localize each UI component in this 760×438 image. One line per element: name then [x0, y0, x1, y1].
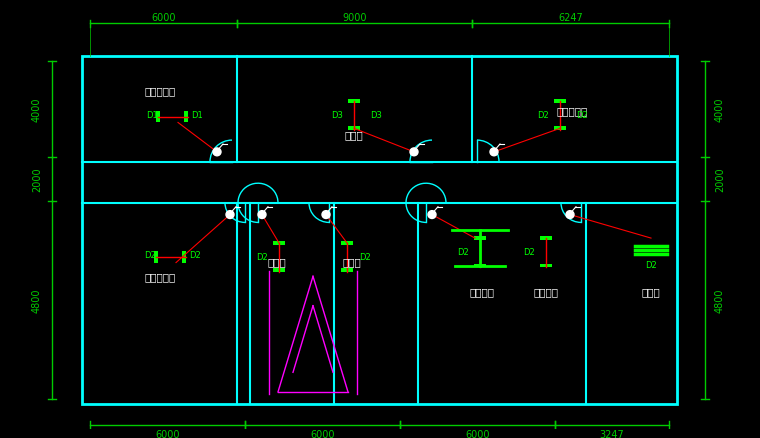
Text: 仓管办公室: 仓管办公室 — [144, 86, 176, 96]
Text: D1: D1 — [191, 111, 203, 120]
Text: D2: D2 — [359, 253, 371, 261]
Text: D2: D2 — [457, 248, 469, 257]
Bar — [554, 127, 566, 131]
Circle shape — [213, 148, 221, 156]
Text: D2: D2 — [645, 261, 657, 269]
Bar — [82, 57, 677, 404]
Bar — [154, 251, 158, 263]
Bar — [341, 241, 353, 245]
Circle shape — [428, 211, 436, 219]
Bar — [348, 100, 360, 104]
Circle shape — [322, 211, 330, 219]
Circle shape — [566, 211, 574, 219]
Bar — [474, 237, 486, 240]
Text: 4800: 4800 — [715, 288, 725, 312]
Bar — [348, 127, 360, 131]
Text: 4000: 4000 — [32, 97, 42, 122]
Text: 男卫生间: 男卫生间 — [534, 286, 559, 297]
Bar — [474, 264, 486, 268]
Text: D2: D2 — [144, 251, 156, 260]
Circle shape — [258, 211, 266, 219]
Text: 3247: 3247 — [600, 429, 625, 438]
Text: D2: D2 — [256, 253, 268, 261]
Bar — [273, 269, 285, 273]
Text: D3: D3 — [331, 111, 343, 120]
Text: D3: D3 — [370, 111, 382, 120]
Bar — [156, 111, 160, 123]
Text: 更衣室: 更衣室 — [268, 257, 287, 267]
Text: D2: D2 — [537, 111, 549, 120]
Bar — [341, 269, 353, 273]
Bar — [540, 237, 552, 240]
Bar — [554, 100, 566, 104]
Bar — [273, 241, 285, 245]
Text: 6000: 6000 — [151, 13, 176, 23]
Text: 更衣室: 更衣室 — [343, 257, 361, 267]
Bar — [182, 251, 186, 263]
Text: 质检办公室: 质检办公室 — [144, 272, 176, 282]
Circle shape — [226, 211, 234, 219]
Text: 值勤室: 值勤室 — [641, 286, 660, 297]
Text: 车间办公室: 车间办公室 — [556, 106, 587, 116]
Text: 9000: 9000 — [342, 13, 367, 23]
Bar — [540, 264, 552, 268]
Text: D2: D2 — [189, 251, 201, 260]
Circle shape — [410, 148, 418, 156]
Text: D2: D2 — [576, 111, 588, 120]
Text: D1: D1 — [146, 111, 158, 120]
Text: 6000: 6000 — [155, 429, 180, 438]
Text: 6247: 6247 — [558, 13, 583, 23]
Text: 4000: 4000 — [715, 97, 725, 122]
Text: 4800: 4800 — [32, 288, 42, 312]
Text: 6000: 6000 — [465, 429, 489, 438]
Text: D2: D2 — [523, 248, 535, 257]
Text: 女卫生间: 女卫生间 — [470, 286, 495, 297]
Text: 2000: 2000 — [32, 167, 42, 192]
Text: 2000: 2000 — [715, 167, 725, 192]
Circle shape — [490, 148, 498, 156]
Bar — [184, 111, 188, 123]
Text: 会议室: 会议室 — [344, 130, 363, 140]
Text: 6000: 6000 — [310, 429, 334, 438]
